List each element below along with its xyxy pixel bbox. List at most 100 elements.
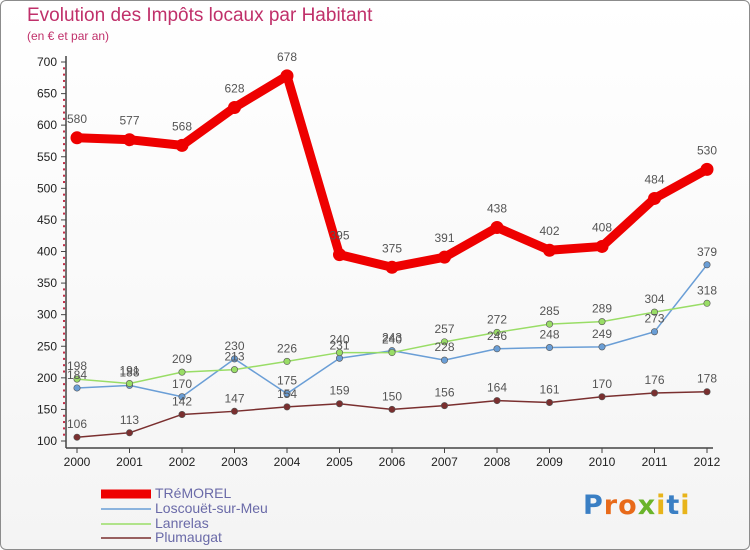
data-label: 159 (329, 384, 349, 398)
y-minor-tick (63, 275, 65, 278)
data-label: 176 (644, 373, 664, 387)
y-tick-label: 600 (37, 118, 57, 132)
logo-letter: P (583, 490, 604, 521)
y-minor-tick (63, 117, 65, 120)
y-minor-tick (63, 319, 65, 322)
data-label: 249 (592, 327, 612, 341)
y-minor-tick (63, 370, 65, 373)
y-tick-label: 150 (37, 402, 57, 416)
data-point (438, 250, 451, 264)
data-point (178, 368, 186, 376)
y-tick-label: 400 (37, 245, 57, 259)
logo-letter: i (680, 490, 691, 521)
data-label: 285 (539, 304, 559, 318)
data-label: 628 (224, 81, 244, 95)
data-label: 231 (329, 338, 349, 352)
legend-label: Loscouët-sur-Meu (155, 500, 268, 516)
y-minor-tick (63, 269, 65, 272)
data-point (493, 397, 501, 405)
y-minor-tick (63, 130, 65, 133)
data-label: 379 (697, 245, 717, 259)
data-point (231, 366, 239, 374)
data-point (650, 308, 658, 316)
y-minor-tick (63, 364, 65, 367)
y-minor-tick (63, 98, 65, 101)
data-point (335, 400, 343, 408)
data-point (283, 357, 291, 365)
data-label: 150 (382, 389, 402, 403)
data-label: 142 (172, 394, 192, 408)
y-tick-label: 500 (37, 181, 57, 195)
data-point (388, 405, 396, 413)
data-point (595, 239, 609, 253)
y-tick-label: 450 (37, 213, 57, 227)
y-minor-tick (63, 79, 65, 82)
data-point (333, 248, 346, 262)
data-point (650, 328, 658, 336)
data-point (280, 69, 294, 83)
data-point (126, 380, 134, 388)
data-point (440, 338, 448, 346)
data-label: 391 (434, 231, 454, 245)
y-minor-tick (63, 212, 65, 215)
data-point (545, 398, 553, 406)
data-point (178, 393, 186, 401)
y-tick-label: 550 (37, 150, 57, 164)
x-tick-label: 2004 (274, 455, 301, 469)
y-minor-tick (63, 111, 65, 114)
y-tick-label: 700 (37, 55, 57, 69)
y-minor-tick (63, 149, 65, 152)
data-label: 213 (224, 350, 244, 364)
y-minor-tick (63, 73, 65, 76)
data-point (493, 345, 501, 353)
y-tick-label: 350 (37, 276, 57, 290)
data-point (700, 162, 714, 176)
data-label: 170 (592, 377, 612, 391)
y-minor-tick (63, 168, 65, 171)
data-point (598, 318, 606, 326)
data-label: 678 (277, 50, 297, 64)
y-minor-tick (63, 402, 65, 405)
y-tick-label: 200 (37, 371, 57, 385)
data-label: 228 (434, 340, 454, 354)
data-point (703, 261, 711, 269)
data-point (598, 393, 606, 401)
data-label: 147 (224, 391, 244, 405)
x-tick-label: 2006 (379, 455, 406, 469)
y-tick-label: 650 (37, 87, 57, 101)
y-minor-tick (63, 174, 65, 177)
data-point (385, 260, 399, 274)
y-minor-tick (63, 206, 65, 209)
data-label: 530 (697, 143, 717, 157)
data-point (598, 343, 606, 351)
data-label: 156 (434, 386, 454, 400)
data-label: 164 (487, 381, 507, 395)
data-point (175, 138, 189, 152)
y-minor-tick (63, 136, 65, 139)
x-tick-label: 2009 (536, 455, 563, 469)
data-label: 113 (120, 413, 139, 427)
y-minor-tick (63, 199, 65, 202)
data-point (703, 388, 711, 396)
y-minor-tick (63, 338, 65, 341)
y-minor-tick (63, 181, 65, 184)
data-label: 175 (277, 374, 297, 388)
y-minor-tick (63, 162, 65, 165)
y-minor-tick (63, 357, 65, 360)
data-label: 230 (224, 339, 244, 353)
data-label: 272 (487, 312, 507, 326)
y-minor-tick (63, 244, 65, 247)
data-label: 154 (277, 387, 297, 401)
y-minor-tick (63, 383, 65, 386)
y-minor-tick (63, 263, 65, 266)
data-label: 226 (277, 341, 297, 355)
y-minor-tick (63, 351, 65, 354)
logo-letter: t (666, 490, 681, 521)
y-minor-tick (63, 389, 65, 392)
y-minor-tick (63, 414, 65, 417)
y-tick-label: 100 (37, 434, 57, 448)
logo-letter: o (618, 490, 638, 521)
data-point (73, 384, 81, 392)
legend-label: Lanrelas (155, 515, 209, 531)
data-point (545, 344, 553, 352)
